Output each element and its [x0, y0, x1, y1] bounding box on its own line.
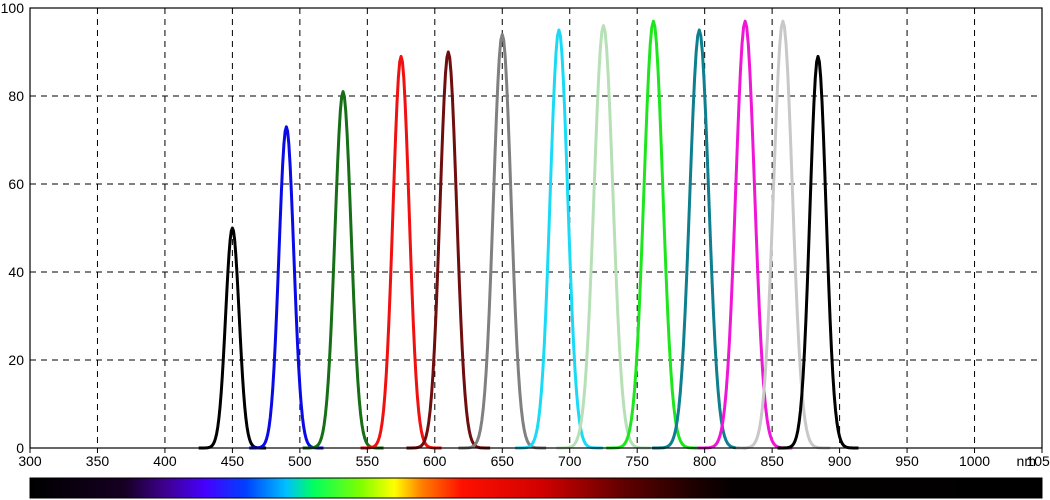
x-tick-label: 600 — [423, 453, 447, 469]
visible-spectrum-bar — [30, 478, 1042, 498]
x-tick-label: 750 — [626, 453, 650, 469]
x-tick-label: 1000 — [959, 453, 990, 469]
x-tick-label: 350 — [86, 453, 110, 469]
x-tick-label: 400 — [153, 453, 177, 469]
x-tick-label: 700 — [558, 453, 582, 469]
x-tick-label: 800 — [693, 453, 717, 469]
y-tick-label: 20 — [8, 352, 24, 368]
y-tick-label: 40 — [8, 264, 24, 280]
y-tick-label: 60 — [8, 176, 24, 192]
y-tick-label: 80 — [8, 88, 24, 104]
y-tick-label: 100 — [1, 0, 25, 16]
x-tick-label: 550 — [356, 453, 380, 469]
x-tick-label: 450 — [221, 453, 245, 469]
x-tick-label: 850 — [760, 453, 784, 469]
x-tick-label: 500 — [288, 453, 312, 469]
spectrum-chart: 3003504004505005506006507007508008509009… — [0, 0, 1050, 500]
x-tick-label: 950 — [895, 453, 919, 469]
x-axis-unit: nm — [1017, 453, 1036, 469]
y-tick-label: 0 — [16, 440, 24, 456]
x-tick-label: 650 — [491, 453, 515, 469]
chart-svg: 3003504004505005506006507007508008509009… — [0, 0, 1050, 500]
x-tick-label: 900 — [828, 453, 852, 469]
